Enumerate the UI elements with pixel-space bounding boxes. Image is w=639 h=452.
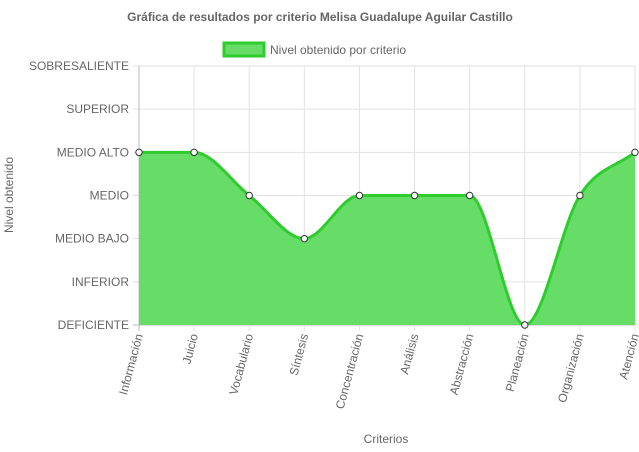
y-tick-label: MEDIO ALTO — [57, 145, 129, 159]
x-tick-label: Concentración — [333, 332, 367, 410]
x-axis-label: Criterios — [364, 432, 409, 446]
area-fill — [139, 152, 635, 325]
y-tick-label: SUPERIOR — [66, 102, 129, 116]
data-points — [135, 148, 639, 329]
x-tick-label: Atención — [616, 332, 639, 381]
data-point[interactable] — [245, 191, 253, 200]
x-tick-label: Análisis — [397, 332, 421, 376]
y-tick-label: INFERIOR — [72, 275, 130, 289]
y-tick-label: DEFICIENTE — [58, 318, 129, 332]
data-point[interactable] — [521, 321, 529, 329]
y-axis-label: Nivel obtenido — [2, 157, 16, 233]
y-tick-label: MEDIO — [90, 189, 129, 203]
legend-swatch — [222, 41, 266, 58]
y-tick-label: SOBRESALIENTE — [29, 59, 129, 73]
y-axis-ticks: DEFICIENTE INFERIOR MEDIO BAJO MEDIO MEDIO A… — [29, 59, 129, 332]
data-point[interactable] — [135, 148, 143, 157]
x-tick-label: Juicio — [180, 332, 202, 366]
data-point[interactable] — [300, 234, 309, 243]
data-point[interactable] — [355, 191, 364, 200]
data-point[interactable] — [576, 191, 584, 200]
data-point[interactable] — [631, 148, 639, 157]
legend-label: Nivel obtenido por criterio — [270, 43, 406, 57]
y-tick-label: MEDIO BAJO — [55, 232, 129, 246]
data-point[interactable] — [190, 148, 198, 157]
chart-title: Gráfica de resultados por criterio Melis… — [127, 10, 513, 24]
data-point[interactable] — [465, 191, 474, 200]
x-tick-label: Información — [116, 332, 146, 396]
x-tick-label: Planeación — [503, 332, 532, 393]
x-tick-label: Síntesis — [287, 332, 312, 377]
data-point[interactable] — [410, 191, 419, 200]
x-axis-ticks: Información Juicio Vocabulario Síntesis Conc… — [116, 332, 639, 411]
x-tick-label: Organización — [555, 332, 587, 404]
x-tick-label: Vocabulario — [226, 332, 256, 397]
x-tick-label: Abstracción — [447, 332, 477, 396]
legend[interactable]: Nivel obtenido por criterio — [222, 41, 406, 58]
